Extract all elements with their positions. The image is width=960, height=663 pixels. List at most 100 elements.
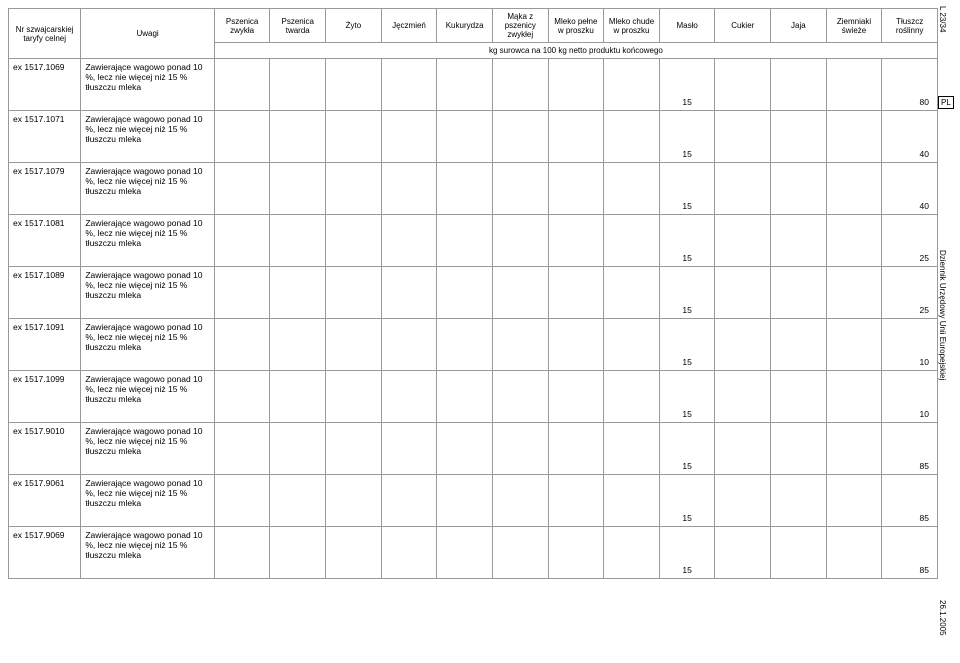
cell-value: [548, 527, 604, 579]
table-row: ex 1517.9061Zawierające wagowo ponad 10 …: [9, 475, 938, 527]
cell-value: [437, 475, 493, 527]
side-margin-labels: L 23/34 PL Dziennik Urzędowy Unii Europe…: [938, 0, 956, 663]
cell-code: ex 1517.1099: [9, 371, 81, 423]
cell-value: [326, 319, 382, 371]
cell-code: ex 1517.9069: [9, 527, 81, 579]
cell-uwagi: Zawierające wagowo ponad 10 %, lecz nie …: [81, 111, 215, 163]
cell-value: [437, 527, 493, 579]
cell-value: [826, 319, 882, 371]
cell-value: [604, 475, 660, 527]
cell-value: [826, 163, 882, 215]
cell-value: 15: [659, 319, 715, 371]
cell-value: [381, 59, 437, 111]
cell-value: 15: [659, 111, 715, 163]
cell-value: 15: [659, 423, 715, 475]
cell-value: 85: [882, 527, 938, 579]
col-header: Kukurydza: [437, 9, 493, 43]
cell-value: 40: [882, 111, 938, 163]
cell-value: [381, 423, 437, 475]
cell-value: [326, 475, 382, 527]
cell-value: [326, 59, 382, 111]
tariff-table: Nr szwajcarskiej taryfy celnej Uwagi Psz…: [8, 8, 938, 579]
cell-value: 25: [882, 267, 938, 319]
cell-value: [715, 371, 771, 423]
cell-value: [715, 319, 771, 371]
cell-value: [492, 423, 548, 475]
cell-code: ex 1517.1071: [9, 111, 81, 163]
col-header: Mąka z pszenicy zwykłej: [492, 9, 548, 43]
col-header-code: Nr szwajcarskiej taryfy celnej: [9, 9, 81, 59]
cell-code: ex 1517.1069: [9, 59, 81, 111]
cell-value: [270, 371, 326, 423]
cell-value: [548, 59, 604, 111]
cell-value: [381, 163, 437, 215]
table-row: ex 1517.1069Zawierające wagowo ponad 10 …: [9, 59, 938, 111]
cell-value: 15: [659, 475, 715, 527]
col-header: Pszenica zwykła: [214, 9, 270, 43]
cell-uwagi: Zawierające wagowo ponad 10 %, lecz nie …: [81, 319, 215, 371]
cell-code: ex 1517.9010: [9, 423, 81, 475]
cell-value: [437, 111, 493, 163]
col-header-uwagi: Uwagi: [81, 9, 215, 59]
col-header: Ziemniaki świeże: [826, 9, 882, 43]
cell-value: [381, 111, 437, 163]
col-header: Masło: [659, 9, 715, 43]
cell-value: 15: [659, 163, 715, 215]
cell-value: [214, 371, 270, 423]
side-label-pl: PL: [938, 96, 954, 109]
table-row: ex 1517.9069Zawierające wagowo ponad 10 …: [9, 527, 938, 579]
cell-value: [214, 423, 270, 475]
cell-value: [326, 371, 382, 423]
cell-value: [771, 59, 827, 111]
cell-value: [492, 475, 548, 527]
cell-value: [604, 371, 660, 423]
cell-value: [771, 371, 827, 423]
cell-value: [715, 215, 771, 267]
table-row: ex 1517.1089Zawierające wagowo ponad 10 …: [9, 267, 938, 319]
cell-value: [437, 319, 493, 371]
cell-value: [548, 267, 604, 319]
cell-value: [270, 475, 326, 527]
table-row: ex 1517.1079Zawierające wagowo ponad 10 …: [9, 163, 938, 215]
cell-value: [826, 59, 882, 111]
cell-value: [492, 59, 548, 111]
cell-uwagi: Zawierające wagowo ponad 10 %, lecz nie …: [81, 163, 215, 215]
cell-value: [715, 423, 771, 475]
cell-value: [604, 59, 660, 111]
cell-value: [270, 527, 326, 579]
cell-value: [715, 267, 771, 319]
cell-value: [604, 215, 660, 267]
cell-value: [214, 475, 270, 527]
col-header: Tłuszcz roślinny: [882, 9, 938, 43]
cell-value: [326, 111, 382, 163]
cell-value: [715, 163, 771, 215]
cell-value: 85: [882, 475, 938, 527]
cell-code: ex 1517.1079: [9, 163, 81, 215]
cell-value: [826, 371, 882, 423]
cell-value: [492, 319, 548, 371]
cell-uwagi: Zawierające wagowo ponad 10 %, lecz nie …: [81, 59, 215, 111]
col-header: Jęczmień: [381, 9, 437, 43]
cell-value: 85: [882, 423, 938, 475]
cell-value: [826, 423, 882, 475]
cell-value: [604, 527, 660, 579]
cell-value: [326, 423, 382, 475]
cell-value: [492, 163, 548, 215]
cell-value: [604, 111, 660, 163]
cell-uwagi: Zawierające wagowo ponad 10 %, lecz nie …: [81, 423, 215, 475]
cell-value: [771, 111, 827, 163]
cell-value: [437, 215, 493, 267]
cell-uwagi: Zawierające wagowo ponad 10 %, lecz nie …: [81, 475, 215, 527]
cell-value: [548, 423, 604, 475]
cell-value: [381, 371, 437, 423]
cell-value: [381, 527, 437, 579]
cell-value: [715, 527, 771, 579]
cell-value: [492, 527, 548, 579]
cell-value: [492, 215, 548, 267]
cell-value: 15: [659, 59, 715, 111]
cell-value: [826, 475, 882, 527]
cell-value: [715, 475, 771, 527]
cell-value: [326, 163, 382, 215]
cell-value: [826, 527, 882, 579]
side-label-bottom: 26.1.2005: [938, 600, 947, 636]
